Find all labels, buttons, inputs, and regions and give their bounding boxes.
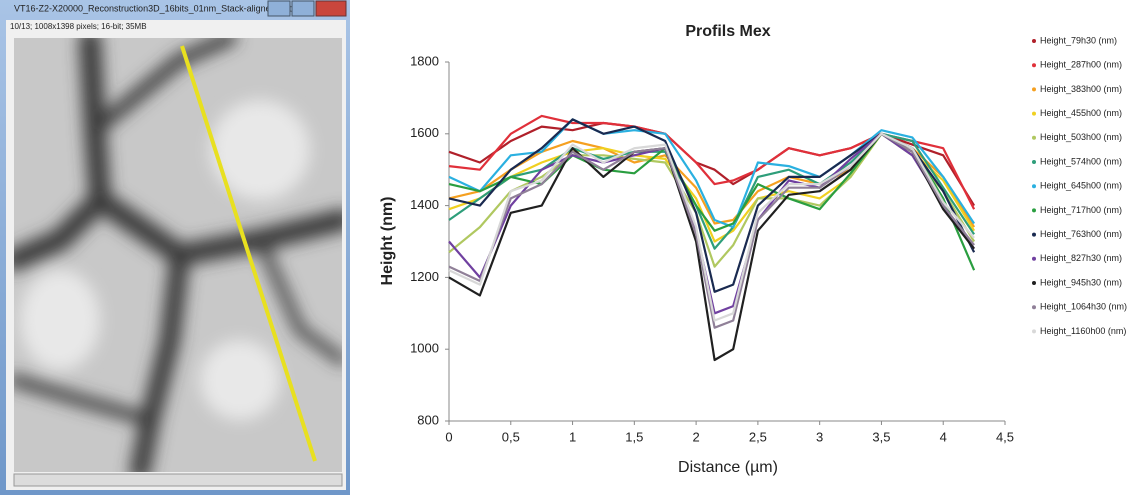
legend-label: Height_383h00 (nm) <box>1040 84 1122 94</box>
y-tick-label: 1200 <box>410 269 439 284</box>
image-info: 10/13; 1008x1398 pixels; 16-bit; 35MB <box>10 22 147 31</box>
legend-marker <box>1032 281 1036 285</box>
series-line <box>448 121 976 207</box>
x-tick-label: 4 <box>940 429 947 444</box>
legend-marker <box>1032 256 1036 261</box>
y-tick-label: 1800 <box>410 53 439 68</box>
close-button[interactable] <box>315 0 347 17</box>
legend-marker <box>1032 329 1036 334</box>
legend-label: Height_1160h00 (nm) <box>1040 326 1126 336</box>
window-title: VT16-Z2-X20000_Reconstruction3D_16bits_0… <box>14 3 314 13</box>
legend-marker <box>1032 305 1036 310</box>
legend-label: Height_1064h30 (nm) <box>1040 302 1127 312</box>
legend-label: Height_717h00 (nm) <box>1040 205 1122 215</box>
y-tick-label: 1400 <box>410 197 439 212</box>
legend-label: Height_79h30 (nm) <box>1040 35 1117 45</box>
legend-marker <box>1032 184 1036 189</box>
series-line <box>448 132 975 322</box>
x-tick-label: 1,5 <box>625 429 643 444</box>
legend-marker <box>1032 208 1036 213</box>
x-tick-label: 0 <box>445 429 452 444</box>
legend-label: Height_287h00 (nm) <box>1040 60 1122 70</box>
x-tick-label: 4,5 <box>996 429 1014 444</box>
series-line <box>448 114 976 210</box>
series-line <box>448 118 976 293</box>
legend-marker <box>1032 87 1036 92</box>
y-tick-label: 1000 <box>410 341 439 356</box>
chart-title: Profils Mex <box>685 23 770 40</box>
y-tick-label: 1600 <box>410 125 439 140</box>
image-window: VT16-Z2-X20000_Reconstruction3D_16bits_0… <box>0 0 350 495</box>
y-tick-label: 800 <box>417 412 439 427</box>
image <box>14 38 342 472</box>
minimize-button[interactable] <box>267 0 291 17</box>
x-tick-label: 3 <box>816 429 823 444</box>
legend-label: Height_503h00 (nm) <box>1040 132 1122 142</box>
legend-label: Height_945h30 (nm) <box>1040 277 1122 287</box>
legend-label: Height_455h00 (nm) <box>1040 108 1122 118</box>
chart: Profils Mex Distance (µm) Height (nm) 80… <box>379 23 1127 476</box>
scrollbar[interactable] <box>13 473 343 487</box>
legend-marker <box>1032 135 1036 140</box>
legend-label: Height_574h00 (nm) <box>1040 156 1122 166</box>
x-tick-label: 2,5 <box>749 429 767 444</box>
legend-marker <box>1032 160 1036 164</box>
legend-label: Height_763h00 (nm) <box>1040 229 1122 239</box>
series-line <box>448 118 976 229</box>
legend-label: Height_827h30 (nm) <box>1040 253 1122 263</box>
legend-marker <box>1032 232 1036 237</box>
profile-line <box>180 45 317 462</box>
x-tick-label: 3,5 <box>872 429 890 444</box>
x-tick-label: 0,5 <box>502 429 520 444</box>
x-tick-label: 2 <box>692 429 699 444</box>
legend-marker <box>1032 111 1036 116</box>
legend-marker <box>1032 39 1036 43</box>
maximize-button[interactable] <box>291 0 315 17</box>
legend-label: Height_645h00 (nm) <box>1040 181 1122 191</box>
legend-marker <box>1032 63 1036 68</box>
y-axis-label: Height (nm) <box>379 197 396 286</box>
x-tick-label: 1 <box>569 429 576 444</box>
x-axis-label: Distance (µm) <box>678 459 778 476</box>
